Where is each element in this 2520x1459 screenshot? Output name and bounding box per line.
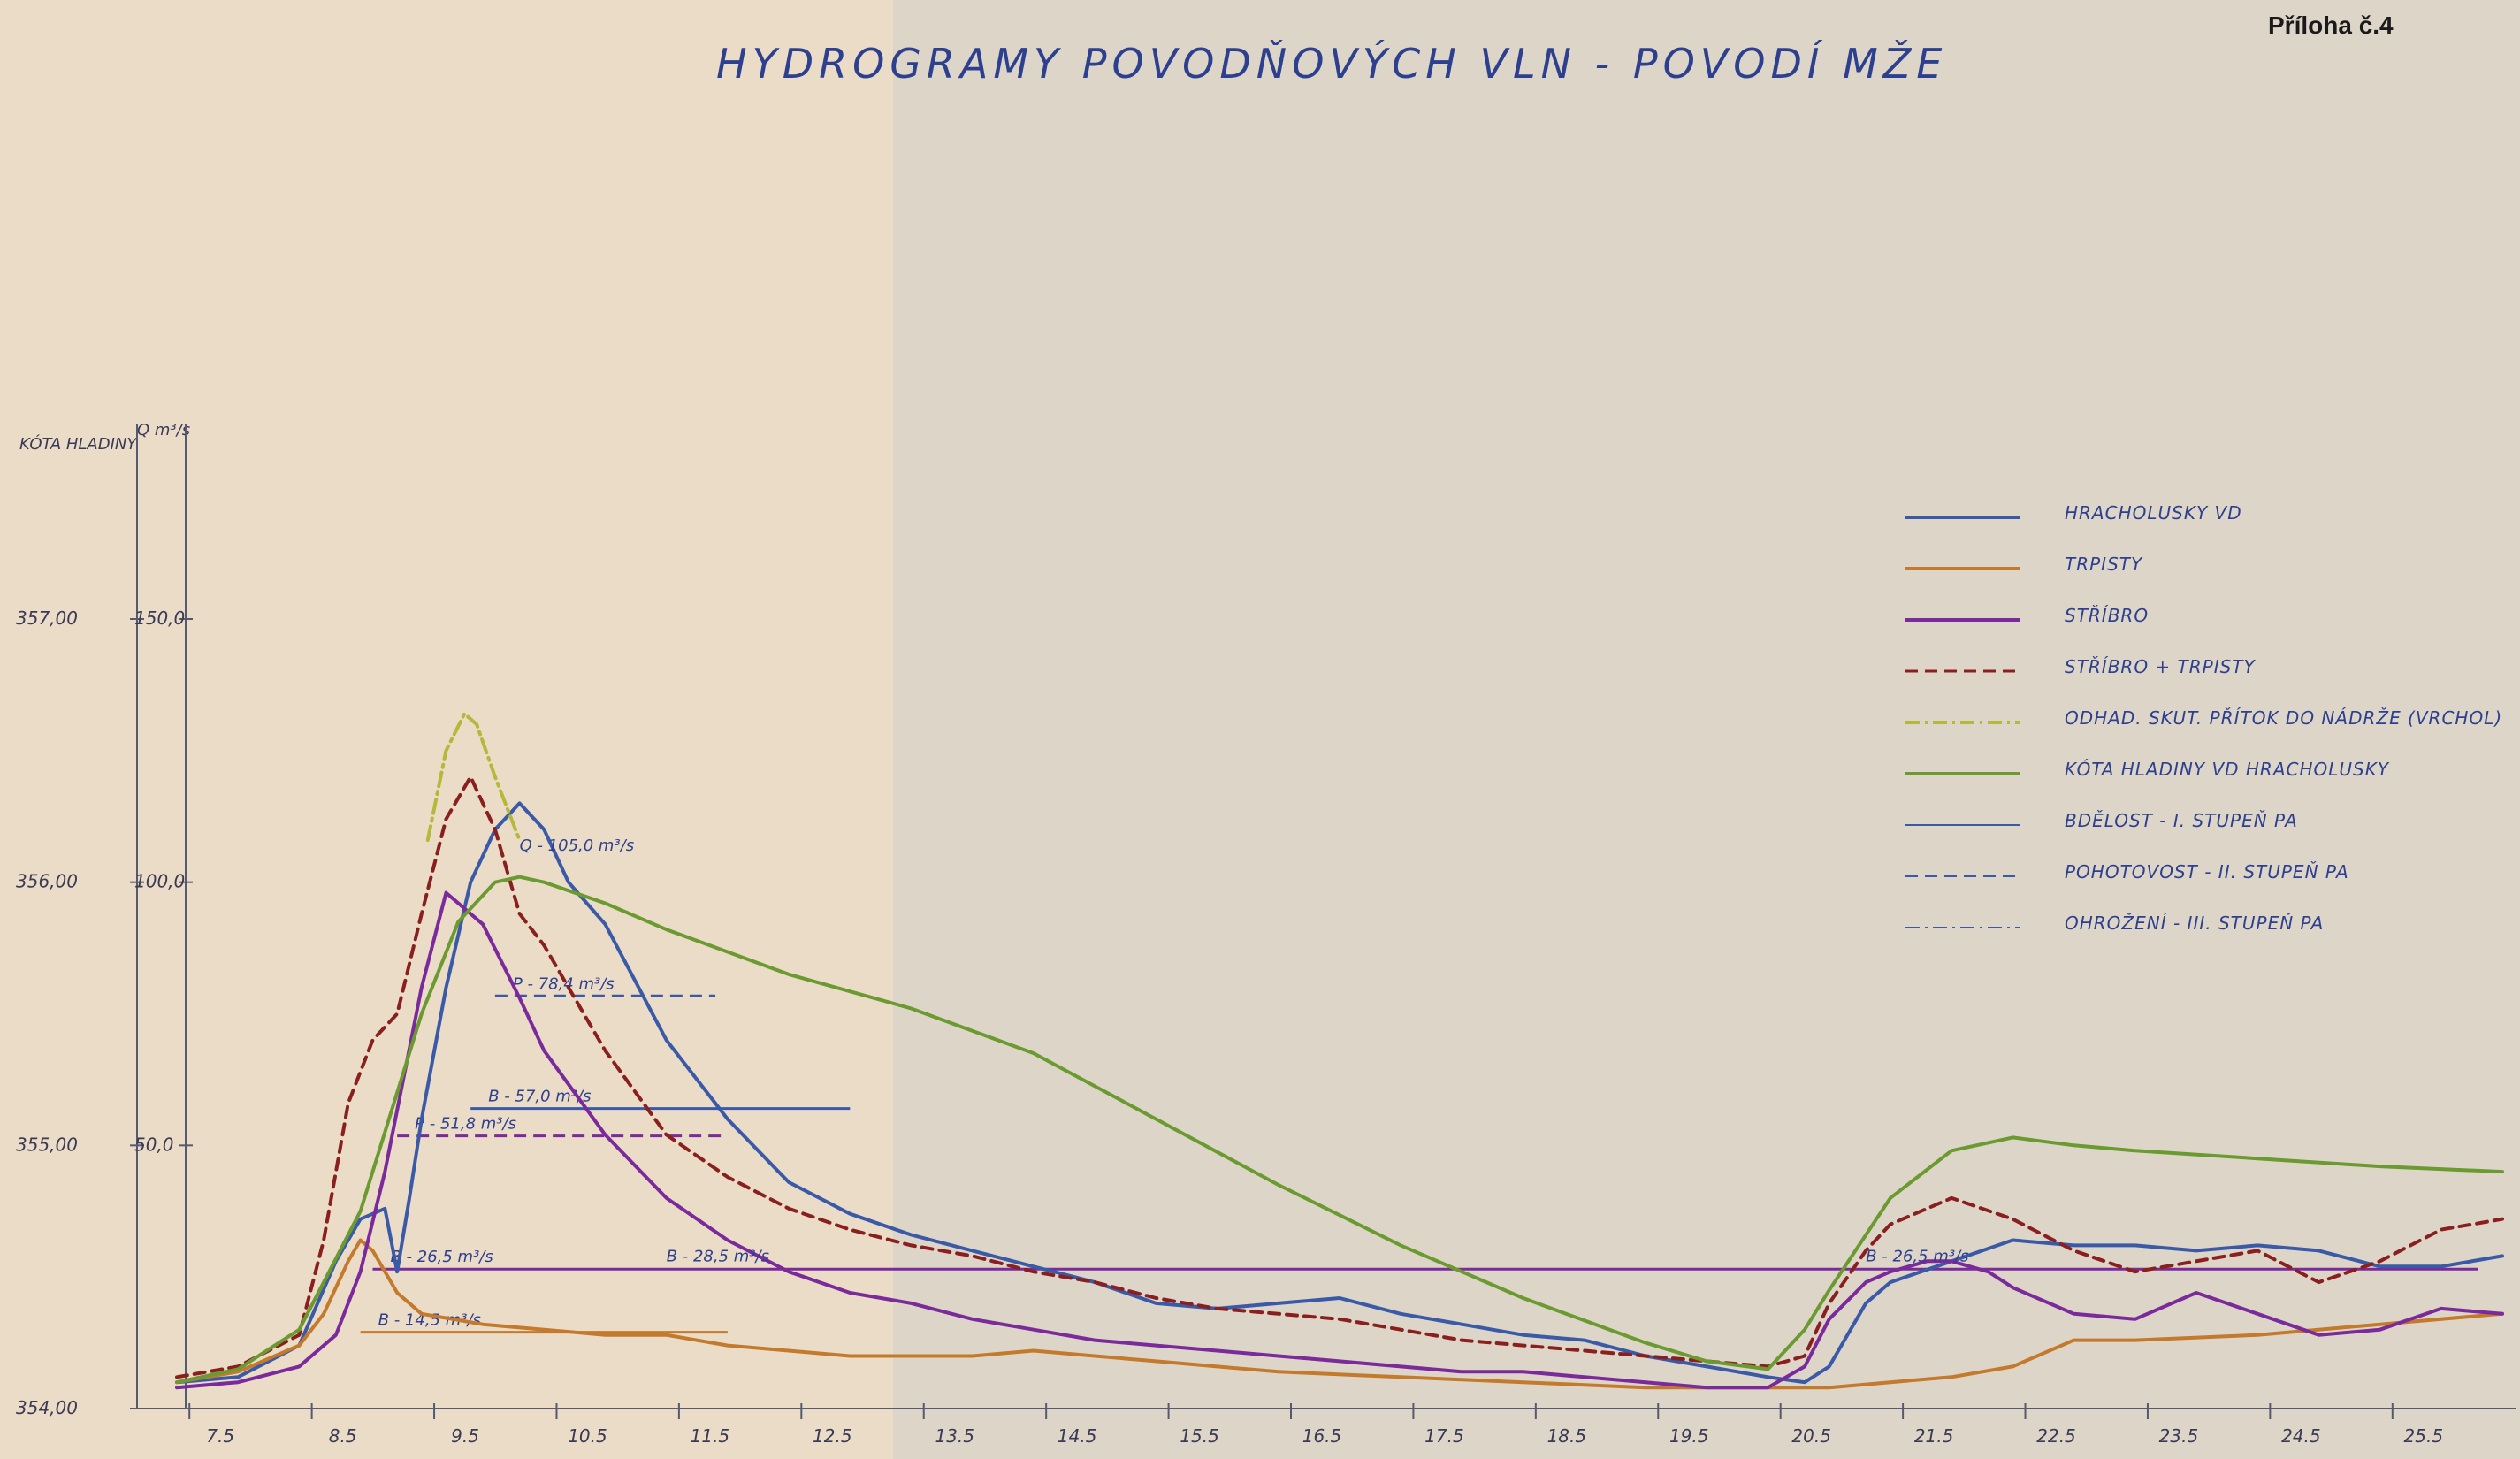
y-q-tick-label: 50,0 [134, 1134, 174, 1155]
y-level-tick-label: 357,00 [16, 607, 78, 629]
series-line [175, 801, 2504, 1385]
x-tick-label: 16.5 [1302, 1425, 1342, 1447]
threshold-label: P - 51,8 m³/s [415, 1115, 516, 1134]
axes: 354,00 355,00 356,00 357,00 50,0 100,0 150,0 7.… [16, 424, 2516, 1447]
legend-label: STŘÍBRO [2065, 605, 2149, 626]
series-line [175, 775, 2504, 1379]
threshold-label: B - 26,5 m³/s [390, 1248, 493, 1266]
chart-title: HYDROGRAMY POVODŇOVÝCH VLN - POVODÍ MŽE [716, 40, 1947, 88]
annotation-label: Q - 105,0 m³/s [520, 836, 635, 855]
annotation-label: B - 28,5 m³/s [667, 1247, 769, 1265]
x-tick-label: 22.5 [2036, 1425, 2076, 1447]
y-level-tick-label: 354,00 [16, 1397, 78, 1418]
legend: HRACHOLUSKY VD TRPISTY STŘÍBRO STŘÍBRO + TR… [1905, 502, 2502, 934]
legend-label: TRPISTY [2065, 554, 2143, 575]
x-tick-label: 10.5 [568, 1425, 607, 1447]
x-tick-label: 8.5 [329, 1425, 357, 1447]
x-tick-label: 24.5 [2281, 1425, 2321, 1447]
x-tick-label: 25.5 [2404, 1425, 2444, 1447]
y-level-tick-label: 355,00 [16, 1134, 78, 1155]
x-tick-label: 7.5 [206, 1425, 234, 1447]
series-line [175, 875, 2504, 1385]
x-tick-label: 14.5 [1058, 1425, 1097, 1447]
legend-label: HRACHOLUSKY VD [2065, 502, 2242, 523]
x-tick-label: 11.5 [691, 1425, 730, 1447]
x-tick-label: 9.5 [451, 1425, 479, 1447]
legend-label: ODHAD. SKUT. PŘÍTOK DO NÁDRŽE (VRCHOL) [2065, 707, 2502, 729]
threshold-label: B - 57,0 m³/s [488, 1088, 591, 1106]
legend-label: OHROŽENÍ - III. STUPEŇ PA [2065, 913, 2324, 934]
x-tick-label: 13.5 [935, 1425, 974, 1447]
series-lines [175, 712, 2504, 1390]
x-tick-label: 20.5 [1791, 1425, 1831, 1447]
annotations: Q - 105,0 m³/s B - 26,5 m³/s B - 28,5 m³/s [520, 836, 1969, 1265]
x-tick-label: 12.5 [813, 1425, 852, 1447]
y-q-axis-label: Q m³/s [137, 421, 190, 439]
series-line [175, 1238, 2504, 1390]
annotation-label: B - 26,5 m³/s [1866, 1247, 1968, 1265]
threshold-label: P - 78,4 m³/s [513, 974, 615, 993]
x-tick-label: 19.5 [1669, 1425, 1709, 1447]
x-tick-label: 23.5 [2159, 1425, 2199, 1447]
threshold-label: B - 14,5 m³/s [378, 1311, 481, 1330]
legend-label: BDĚLOST - I. STUPEŇ PA [2065, 810, 2298, 831]
series-line [425, 712, 522, 842]
y-level-tick-label: 356,00 [16, 871, 78, 892]
legend-label: KÓTA HLADINY VD HRACHOLUSKY [2065, 759, 2390, 780]
legend-label: STŘÍBRO + TRPISTY [2065, 656, 2257, 677]
x-tick-label: 18.5 [1547, 1425, 1587, 1447]
y-q-tick-label: 150,0 [134, 607, 185, 629]
x-tick-label: 21.5 [1914, 1425, 1954, 1447]
series-line [175, 890, 2504, 1390]
x-tick-label: 17.5 [1424, 1425, 1464, 1447]
annex-label: Příloha č.4 [2268, 11, 2394, 39]
y-level-axis-label: KÓTA HLADINY [19, 434, 138, 454]
paper-fold-left [0, 0, 893, 1459]
legend-label: POHOTOVOST - II. STUPEŇ PA [2065, 861, 2349, 882]
paper-fold-right [893, 0, 2520, 1459]
y-q-tick-label: 100,0 [134, 871, 185, 892]
threshold-lines: B - 26,5 m³/s B - 14,5 m³/s B - 57,0 m³/s P… [360, 974, 2478, 1334]
x-tick-label: 15.5 [1180, 1425, 1219, 1447]
